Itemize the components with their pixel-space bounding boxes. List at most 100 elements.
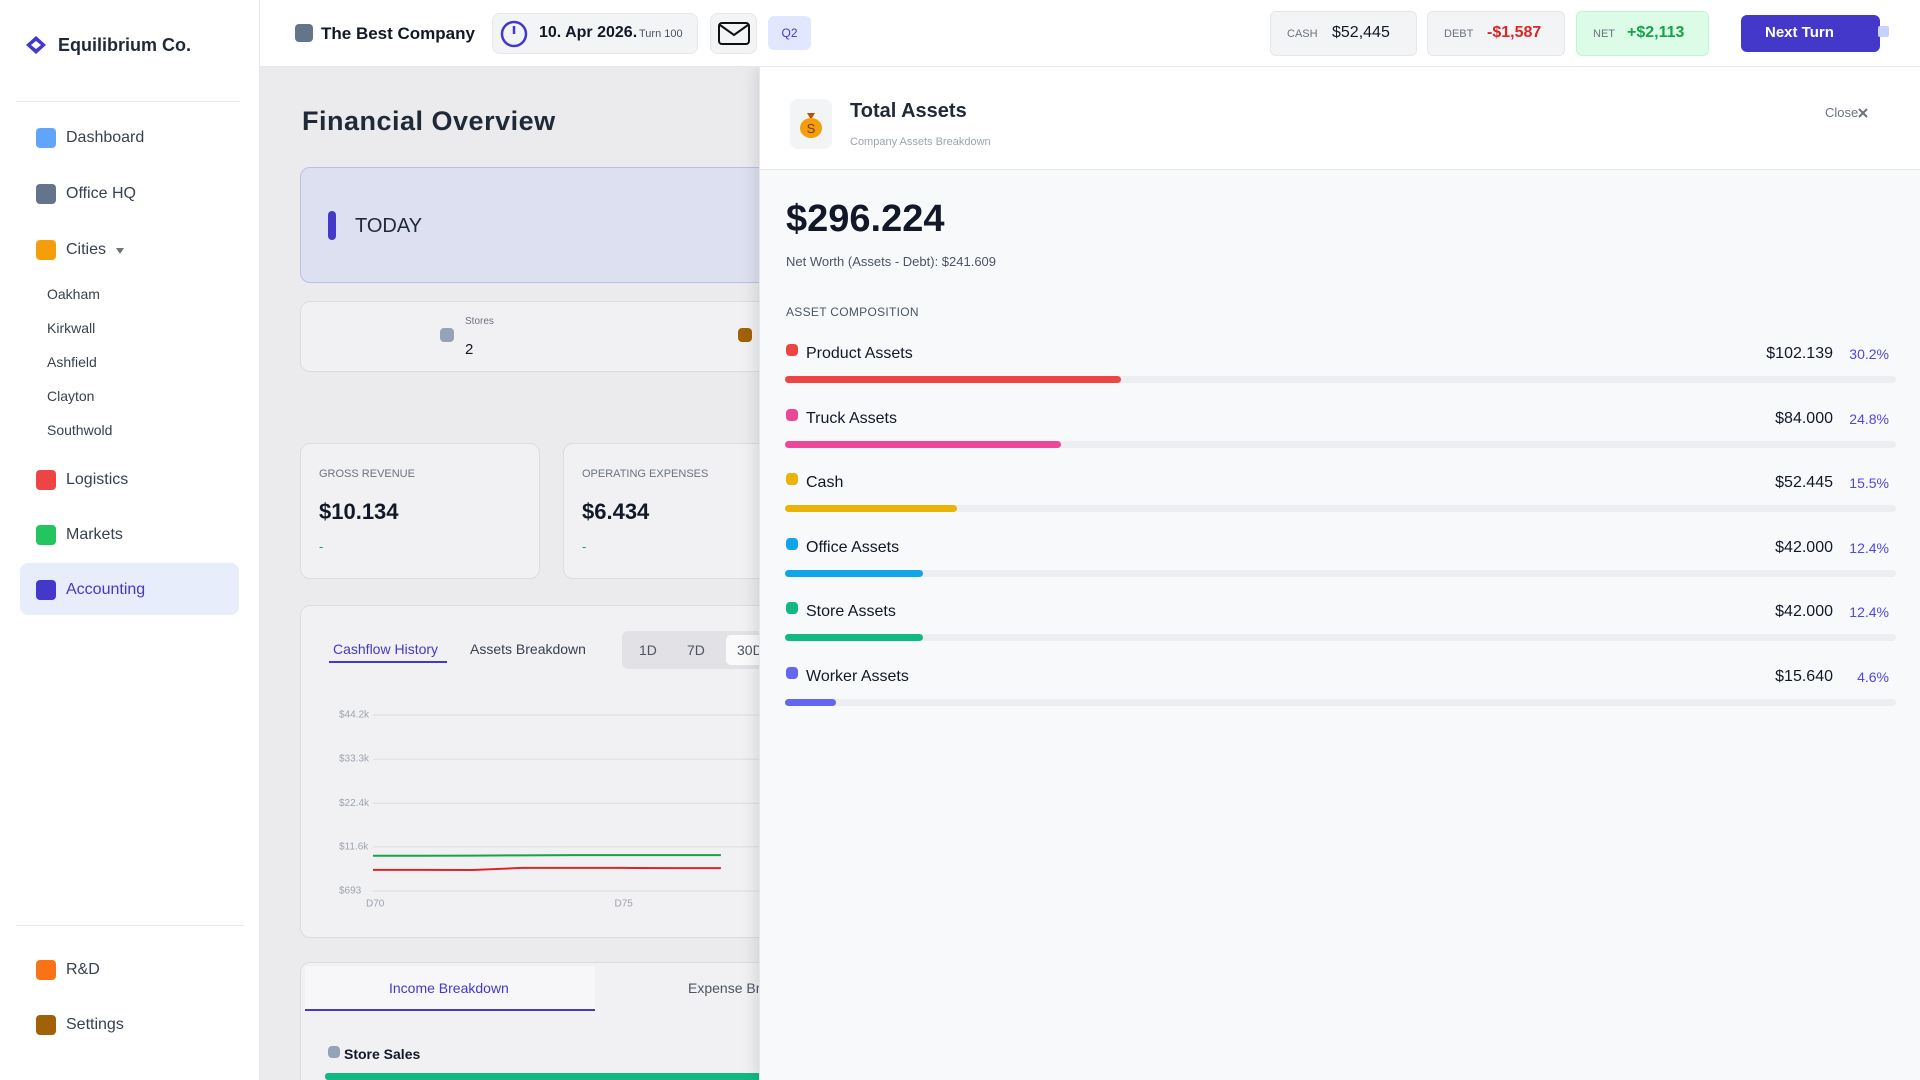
total-assets: $296.224 [786, 198, 945, 240]
close-button[interactable]: Close [1825, 105, 1859, 120]
city-item[interactable]: Clayton [47, 388, 95, 404]
card-change: - [582, 539, 587, 554]
icon [36, 470, 56, 490]
sidebar: Equilibrium Co. Dashboard Office HQ Cities O… [0, 0, 260, 1080]
range-button[interactable]: 30D [737, 642, 759, 658]
stores-label: Stores [465, 316, 494, 327]
icon [36, 580, 56, 600]
topbar: The Best Company 10. Apr 2026. Turn 100 Q2 C… [260, 0, 1920, 67]
cash-box [1270, 11, 1417, 56]
icon [36, 525, 56, 545]
asset-share: 12.4% [1849, 539, 1889, 556]
icon [786, 602, 798, 614]
asset-name: Cash [806, 474, 844, 491]
city-item[interactable]: Southwold [47, 422, 113, 438]
today-card [300, 167, 780, 283]
card-label: OPERATING EXPENSES [582, 468, 709, 480]
nav-item[interactable]: Cities [66, 241, 107, 258]
asset-name: Truck Assets [806, 409, 897, 427]
icon [36, 960, 56, 980]
page-title: Financial Overview [302, 106, 556, 136]
net-box [1576, 11, 1709, 56]
income-bar [325, 1073, 765, 1080]
icon [786, 666, 798, 679]
section-label: ASSET COMPOSITION [786, 305, 919, 319]
svg-text:S: S [807, 121, 816, 136]
debt-value: -$1,587 [1487, 24, 1542, 41]
chart-tab[interactable]: Cashflow History [333, 641, 439, 657]
next-turn-label[interactable]: Next Turn [1765, 24, 1834, 41]
city-item[interactable]: Oakham [47, 286, 100, 302]
turn: Turn 100 [639, 28, 683, 40]
tab-underline [329, 661, 447, 663]
next-turn-icon [1878, 26, 1889, 37]
breakdown-tab[interactable]: Income Breakdown [389, 980, 509, 996]
nav-item[interactable]: Accounting [66, 581, 146, 598]
nav-item[interactable]: Markets [66, 526, 123, 543]
caret[interactable] [116, 248, 124, 254]
quarter: Q2 [781, 26, 798, 40]
asset-bar [785, 440, 1061, 448]
nav-item[interactable]: Settings [66, 1016, 124, 1033]
chart-tab[interactable]: Assets Breakdown [470, 641, 586, 657]
range-button[interactable]: 1D [639, 642, 657, 658]
brand-logo [26, 36, 46, 54]
company-name: The Best Company [321, 24, 475, 43]
nav-item[interactable]: Dashboard [66, 129, 145, 146]
card-label: GROSS REVENUE [319, 468, 415, 480]
asset-value: $52.445 [1775, 474, 1833, 491]
date: 10. Apr 2026. [539, 24, 638, 41]
asset-share: 4.6% [1857, 668, 1889, 685]
income-item: Store Sales [344, 1046, 421, 1062]
icon [36, 240, 56, 260]
asset-share: 12.4% [1849, 604, 1889, 620]
asset-bar [785, 376, 1121, 383]
nav-item[interactable]: R&D [66, 961, 100, 978]
divider [16, 925, 244, 926]
close-icon[interactable] [1858, 108, 1868, 118]
assets-panel: S Total Assets Company Assets Breakdown Cl… [759, 67, 1920, 1080]
debt-label: DEBT [1444, 28, 1474, 40]
range-button[interactable]: 7D [687, 642, 705, 658]
asset-track [785, 634, 1896, 641]
nav-item[interactable]: Logistics [66, 471, 129, 488]
city-item[interactable]: Ashfield [47, 354, 97, 370]
money-bag-icon: S [800, 113, 822, 138]
asset-track [785, 376, 1896, 383]
asset-bar [785, 634, 923, 641]
asset-value: $84.000 [1775, 409, 1833, 427]
stores-value: 2 [465, 341, 474, 358]
card-value: $10.134 [319, 499, 399, 524]
panel-header [760, 67, 1920, 170]
today-accent [328, 211, 336, 240]
asset-track [785, 440, 1896, 448]
asset-name: Worker Assets [806, 667, 909, 685]
tab-active [305, 966, 595, 1011]
card-value: $6.434 [582, 499, 650, 524]
asset-share: 24.8% [1849, 410, 1889, 427]
asset-share: 30.2% [1849, 346, 1889, 362]
asset-value: $102.139 [1766, 345, 1833, 362]
icon [738, 328, 752, 342]
icon [440, 328, 454, 342]
active-highlight [20, 563, 239, 615]
nav-item[interactable]: Office HQ [66, 185, 136, 202]
asset-bar [785, 569, 923, 577]
icon [328, 1046, 340, 1058]
icon [36, 184, 56, 204]
icon [786, 537, 798, 550]
icon [786, 408, 798, 421]
asset-track [785, 569, 1896, 577]
net-label: NET [1593, 28, 1615, 40]
icon [36, 1015, 56, 1035]
revenue-card [300, 443, 540, 579]
debt-box [1427, 11, 1565, 56]
city-item[interactable]: Kirkwall [47, 320, 96, 336]
next-turn-button[interactable] [1741, 15, 1880, 52]
quarter-pill [768, 16, 811, 50]
panel-subtitle: Company Assets Breakdown [850, 136, 991, 148]
brand: Equilibrium Co. [58, 35, 191, 55]
asset-value: $42.000 [1775, 603, 1833, 620]
asset-track [785, 698, 1896, 706]
